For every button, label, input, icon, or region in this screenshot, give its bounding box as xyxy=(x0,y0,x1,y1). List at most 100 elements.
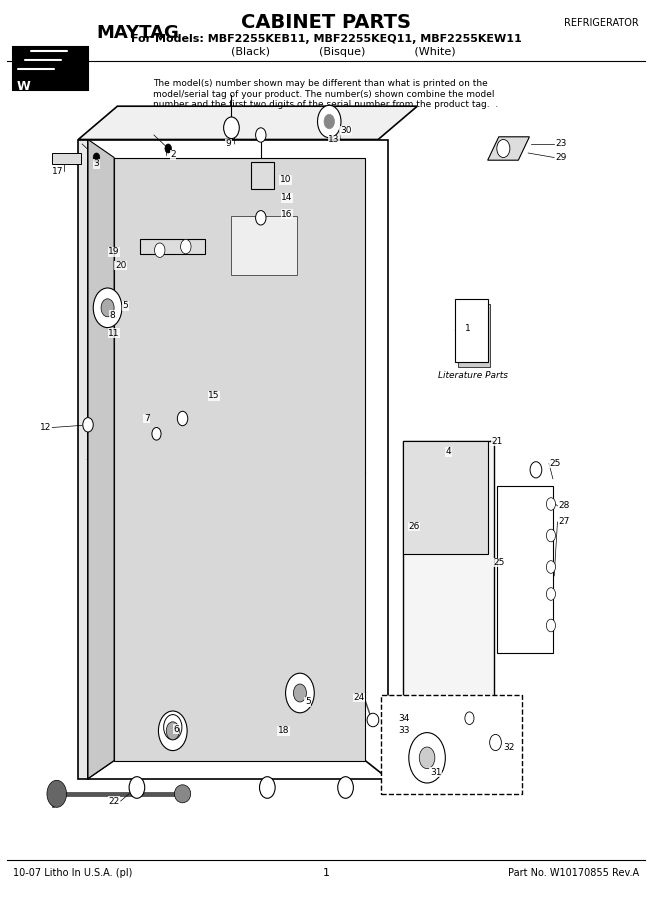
Text: 7: 7 xyxy=(144,414,149,423)
Polygon shape xyxy=(140,238,205,254)
Text: 19: 19 xyxy=(108,248,120,256)
Text: 5: 5 xyxy=(123,302,128,310)
Ellipse shape xyxy=(367,713,379,727)
Text: 28: 28 xyxy=(558,501,570,510)
Circle shape xyxy=(83,418,93,432)
Polygon shape xyxy=(458,304,490,367)
Text: 33: 33 xyxy=(398,726,410,735)
Text: 8: 8 xyxy=(110,310,115,320)
Text: CABINET PARTS: CABINET PARTS xyxy=(241,13,411,32)
Text: 2: 2 xyxy=(170,150,175,159)
Text: Part No. W10170855 Rev.A: Part No. W10170855 Rev.A xyxy=(508,868,639,878)
Circle shape xyxy=(259,777,275,798)
Text: 27: 27 xyxy=(558,518,570,526)
Circle shape xyxy=(546,619,556,632)
Circle shape xyxy=(318,105,341,138)
Circle shape xyxy=(152,428,161,440)
Circle shape xyxy=(419,747,435,769)
Polygon shape xyxy=(497,486,553,652)
FancyBboxPatch shape xyxy=(13,47,88,90)
Text: For Models: MBF2255KEB11, MBF2255KEQ11, MBF2255KEW11: For Models: MBF2255KEB11, MBF2255KEQ11, … xyxy=(130,33,522,44)
Polygon shape xyxy=(78,106,417,140)
Text: 17: 17 xyxy=(52,166,63,176)
Text: 16: 16 xyxy=(281,210,293,219)
Text: 11: 11 xyxy=(108,328,120,338)
Text: (Black)              (Bisque)              (White): (Black) (Bisque) (White) xyxy=(196,47,456,58)
Bar xyxy=(231,216,297,274)
Circle shape xyxy=(177,411,188,426)
Circle shape xyxy=(93,288,122,328)
Circle shape xyxy=(546,529,556,542)
Text: 31: 31 xyxy=(430,768,441,777)
Circle shape xyxy=(465,712,474,724)
Text: 22: 22 xyxy=(108,796,120,806)
Text: 21: 21 xyxy=(491,436,503,446)
Text: 12: 12 xyxy=(40,423,52,432)
Circle shape xyxy=(47,780,67,807)
Circle shape xyxy=(93,153,100,162)
Text: 34: 34 xyxy=(398,714,410,723)
Text: 14: 14 xyxy=(281,194,293,202)
Polygon shape xyxy=(403,441,488,554)
Text: 1: 1 xyxy=(466,324,471,333)
Text: MAYTAG: MAYTAG xyxy=(96,24,179,42)
Polygon shape xyxy=(488,137,529,160)
Text: 1: 1 xyxy=(323,868,329,878)
Polygon shape xyxy=(78,140,88,778)
Circle shape xyxy=(165,144,171,153)
Text: 5: 5 xyxy=(305,698,310,706)
Text: 9: 9 xyxy=(226,140,231,148)
Text: 10: 10 xyxy=(280,176,291,184)
Text: 23: 23 xyxy=(555,140,567,148)
Circle shape xyxy=(324,114,334,129)
Circle shape xyxy=(490,734,501,751)
Bar xyxy=(381,695,522,794)
Text: 4: 4 xyxy=(446,447,451,456)
Text: 18: 18 xyxy=(278,726,289,735)
Text: 29: 29 xyxy=(555,153,567,162)
Text: 24: 24 xyxy=(353,693,364,702)
Text: REFRIGERATOR: REFRIGERATOR xyxy=(564,17,639,28)
Text: 25: 25 xyxy=(493,558,505,567)
Circle shape xyxy=(409,733,445,783)
Circle shape xyxy=(224,117,239,139)
Polygon shape xyxy=(88,140,114,778)
Polygon shape xyxy=(403,441,494,724)
Circle shape xyxy=(129,777,145,798)
Text: 15: 15 xyxy=(208,392,220,400)
Polygon shape xyxy=(251,162,274,189)
Circle shape xyxy=(546,561,556,573)
Text: 3: 3 xyxy=(94,159,99,168)
Circle shape xyxy=(530,462,542,478)
Text: The model(s) number shown may be different than what is printed on the
model/ser: The model(s) number shown may be differe… xyxy=(153,79,499,109)
Circle shape xyxy=(286,673,314,713)
Circle shape xyxy=(164,715,182,740)
Circle shape xyxy=(166,722,179,740)
Text: W: W xyxy=(16,80,30,93)
Text: Literature Parts: Literature Parts xyxy=(437,371,508,380)
Circle shape xyxy=(497,140,510,158)
Circle shape xyxy=(256,128,266,142)
Text: 13: 13 xyxy=(328,135,340,144)
Text: 10-07 Litho In U.S.A. (pl): 10-07 Litho In U.S.A. (pl) xyxy=(13,868,132,878)
Polygon shape xyxy=(88,140,388,778)
Circle shape xyxy=(101,299,114,317)
Circle shape xyxy=(155,243,165,257)
Circle shape xyxy=(546,588,556,600)
Circle shape xyxy=(546,498,556,510)
Circle shape xyxy=(158,711,187,751)
Text: 32: 32 xyxy=(503,742,514,752)
Circle shape xyxy=(256,211,266,225)
Text: 30: 30 xyxy=(340,126,351,135)
Polygon shape xyxy=(114,158,365,760)
Polygon shape xyxy=(52,153,82,164)
Circle shape xyxy=(293,684,306,702)
Circle shape xyxy=(181,239,191,254)
Text: 26: 26 xyxy=(408,522,420,531)
Polygon shape xyxy=(455,299,488,362)
Text: 6: 6 xyxy=(173,724,179,733)
Ellipse shape xyxy=(174,785,191,803)
Text: 25: 25 xyxy=(550,459,561,468)
Circle shape xyxy=(338,777,353,798)
Text: 20: 20 xyxy=(115,261,126,270)
